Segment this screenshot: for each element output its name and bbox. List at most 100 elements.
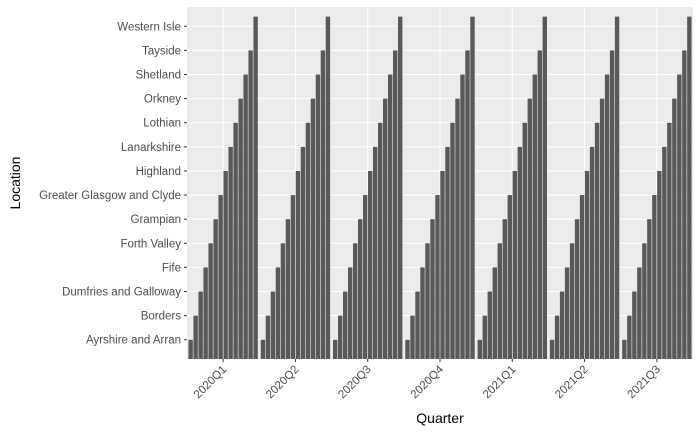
y-tick-label: Grampian — [131, 214, 182, 226]
bar — [549, 339, 555, 359]
bar — [405, 339, 410, 359]
bar — [378, 122, 383, 359]
bar — [497, 243, 502, 359]
bar — [604, 74, 610, 360]
bar — [348, 267, 353, 359]
bar — [300, 146, 306, 359]
x-tick-label: 2021Q1 — [481, 364, 518, 401]
bar — [652, 195, 657, 359]
bar — [383, 98, 388, 359]
bar — [542, 16, 547, 360]
bar — [198, 291, 203, 359]
bar — [687, 16, 692, 360]
bar — [512, 170, 517, 359]
bar — [682, 50, 687, 360]
y-tick-label: Western Isle — [117, 21, 181, 33]
bar — [415, 291, 420, 359]
y-tick-label: Borders — [141, 311, 182, 323]
y-tick-label: Shetland — [136, 70, 181, 82]
bar — [502, 219, 507, 359]
bar — [233, 122, 238, 359]
bar — [325, 16, 331, 360]
y-tick-label: Highland — [136, 166, 181, 178]
bar — [470, 16, 475, 360]
bar — [672, 98, 677, 359]
bar — [253, 16, 258, 360]
bar — [455, 98, 460, 359]
bar — [637, 267, 642, 359]
bar — [363, 195, 368, 359]
y-tick-label: Greater Glasgow and Clyde — [39, 190, 181, 202]
bar — [632, 291, 637, 359]
bar — [238, 98, 243, 359]
bar — [213, 219, 218, 359]
bar — [517, 146, 522, 359]
bar — [228, 146, 233, 359]
bar — [393, 50, 398, 360]
bar — [248, 50, 253, 360]
bar — [353, 243, 358, 359]
bar — [430, 219, 435, 359]
bar — [398, 16, 403, 360]
bar — [622, 339, 627, 359]
bar — [208, 243, 213, 359]
bar — [569, 243, 575, 359]
bar — [465, 50, 470, 360]
bar — [280, 243, 286, 359]
bar — [450, 122, 455, 359]
bar — [460, 74, 465, 360]
bar — [410, 315, 415, 359]
bar — [487, 291, 492, 359]
bar — [477, 339, 482, 359]
x-tick-label: 2020Q2 — [264, 364, 301, 401]
bar — [320, 50, 326, 360]
bar — [188, 339, 193, 359]
bar — [522, 122, 527, 359]
bar — [599, 98, 605, 359]
bar — [203, 267, 208, 359]
bar — [554, 315, 560, 359]
bar — [338, 315, 343, 359]
bar — [305, 122, 311, 359]
bar — [482, 315, 487, 359]
bars — [188, 16, 692, 360]
bar — [507, 195, 512, 359]
bar — [243, 74, 248, 360]
bar — [677, 74, 682, 360]
y-tick-label: Lanarkshire — [121, 142, 181, 154]
y-tick-label: Forth Valley — [120, 238, 181, 250]
bar — [532, 74, 537, 360]
bar — [290, 195, 296, 359]
bar — [420, 267, 425, 359]
bar — [223, 170, 228, 359]
bar — [594, 122, 600, 359]
bar — [579, 195, 585, 359]
x-tick-label: 2020Q3 — [336, 364, 373, 401]
bar — [373, 146, 378, 359]
y-tick-label: Lothian — [143, 118, 181, 130]
bar — [662, 146, 667, 359]
bar — [295, 170, 301, 359]
bar — [492, 267, 497, 359]
bar — [275, 267, 281, 359]
bar — [333, 339, 338, 359]
x-tick-label: 2020Q1 — [192, 364, 229, 401]
bar — [564, 267, 570, 359]
y-tick-label: Tayside — [142, 45, 181, 57]
y-tick-label: Dumfries and Galloway — [62, 286, 181, 298]
bar — [574, 219, 580, 359]
bar — [285, 219, 291, 359]
bar — [315, 74, 321, 360]
x-gridlines — [222, 7, 658, 359]
bar — [310, 98, 316, 359]
bar — [270, 291, 276, 359]
bar — [218, 195, 223, 359]
bar — [368, 170, 373, 359]
bar — [642, 243, 647, 359]
x-tick-label: 2020Q4 — [409, 363, 447, 401]
bar — [657, 170, 662, 359]
bar — [445, 146, 450, 359]
y-axis: Ayrshire and Arran Borders Dumfries and Ga… — [39, 21, 187, 347]
bar — [388, 74, 393, 360]
